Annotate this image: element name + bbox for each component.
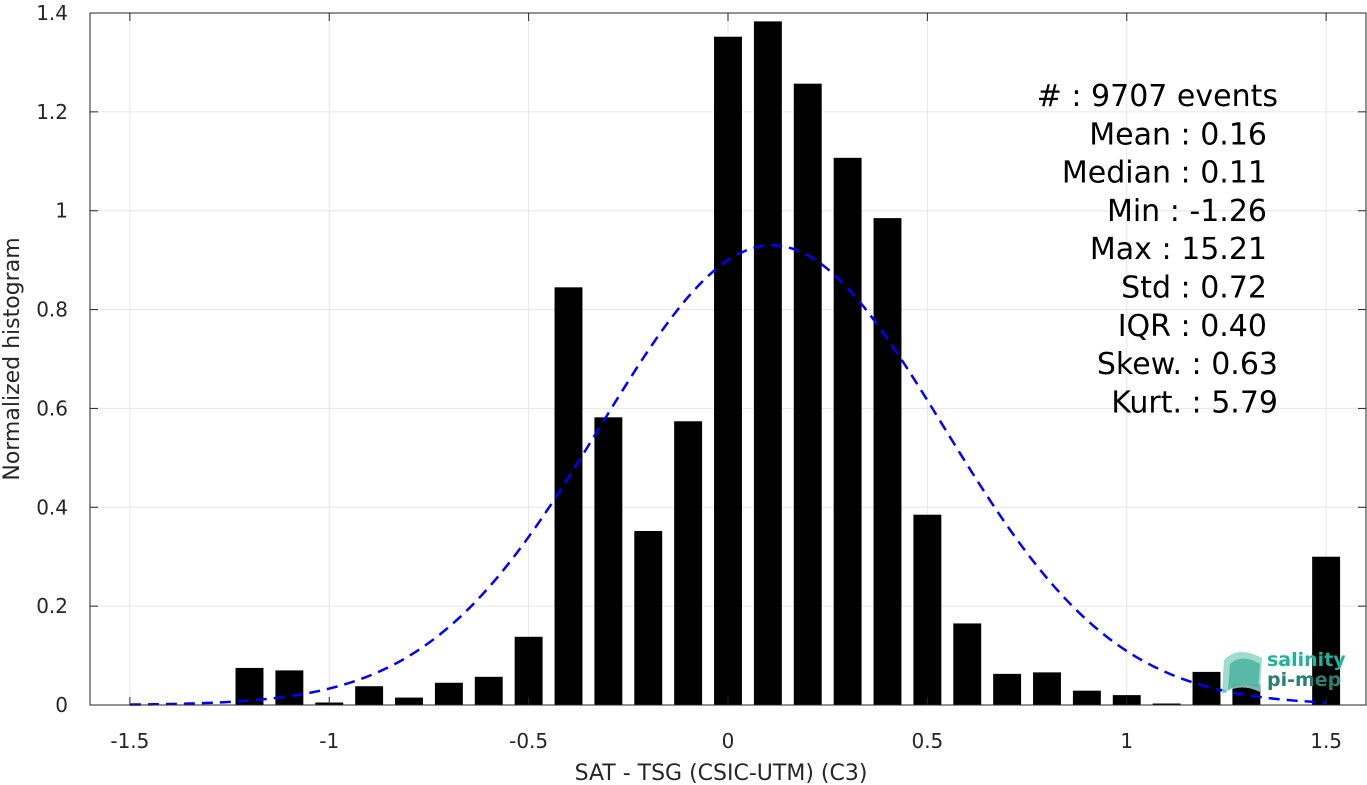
histogram-bar [1072,690,1101,705]
y-tick-label: 1.2 [36,100,68,124]
histogram-bar [355,686,384,705]
histogram-bar [913,514,942,705]
x-tick-label: -1 [319,729,339,753]
histogram-bar [793,83,822,705]
histogram-bar [554,287,583,705]
stat-line: # : 9707 events [1037,79,1278,114]
stat-line: Std : 0.72 [1121,271,1267,306]
stat-line: Max : 15.21 [1090,232,1267,267]
histogram-bar [674,421,703,705]
histogram-bar [395,697,423,705]
histogram-bar [714,36,742,706]
y-axis-label: Normalized histogram [0,237,25,480]
histogram-bar [514,636,543,705]
histogram-bar [833,157,862,706]
histogram-bar [1033,672,1061,705]
stat-line: Min : -1.26 [1107,194,1267,229]
y-tick-label: 0.4 [36,495,68,519]
y-tick-label: 1.4 [36,1,68,25]
stat-line: Median : 0.11 [1062,156,1267,191]
y-tick-label: 1 [55,199,68,223]
histogram-bar [594,417,623,705]
x-tick-label: -0.5 [509,729,548,753]
axis-ticks: -1.5 -1 -0.5 0 0.5 1 1.5 0 0.2 0.4 0.6 0.8 1 1.2 1.4 [36,1,1366,753]
histogram-bar [873,218,902,705]
histogram-bar [275,670,304,705]
x-tick-label: -1.5 [110,729,149,753]
normal-fit-curve [129,244,1327,706]
x-tick-label: 0.5 [911,729,943,753]
wave-icon [1222,651,1262,694]
bars [235,21,1341,706]
logo-text-salinity: salinity [1267,649,1346,671]
x-axis-label: SAT - TSG (CSIC-UTM) (C3) [575,761,868,785]
histogram-bar [1232,684,1261,705]
histogram-bar [1152,703,1181,705]
x-tick-label: 1.5 [1310,729,1342,753]
stat-line: Kurt. : 5.79 [1111,385,1278,420]
histogram-bar [434,682,463,705]
y-tick-label: 0.6 [36,396,68,420]
histogram-bar [474,676,503,705]
stat-line: Mean : 0.16 [1089,117,1267,152]
y-tick-label: 0 [55,693,68,717]
x-tick-label: 1 [1120,729,1133,753]
salinity-pi-mep-logo: salinity pi-mep [1222,649,1346,694]
x-tick-label: 0 [722,729,735,753]
histogram-bar [953,623,982,705]
logo-text-pi-mep: pi-mep [1267,669,1341,691]
y-tick-label: 0.8 [36,298,68,322]
y-tick-label: 0.2 [36,594,68,618]
histogram-bar [1312,556,1341,705]
stat-line: Skew. : 0.63 [1097,347,1278,382]
histogram-bar [993,673,1022,705]
histogram-bar [753,21,782,706]
histogram-bar [634,531,663,705]
stat-line: IQR : 0.40 [1118,309,1267,344]
